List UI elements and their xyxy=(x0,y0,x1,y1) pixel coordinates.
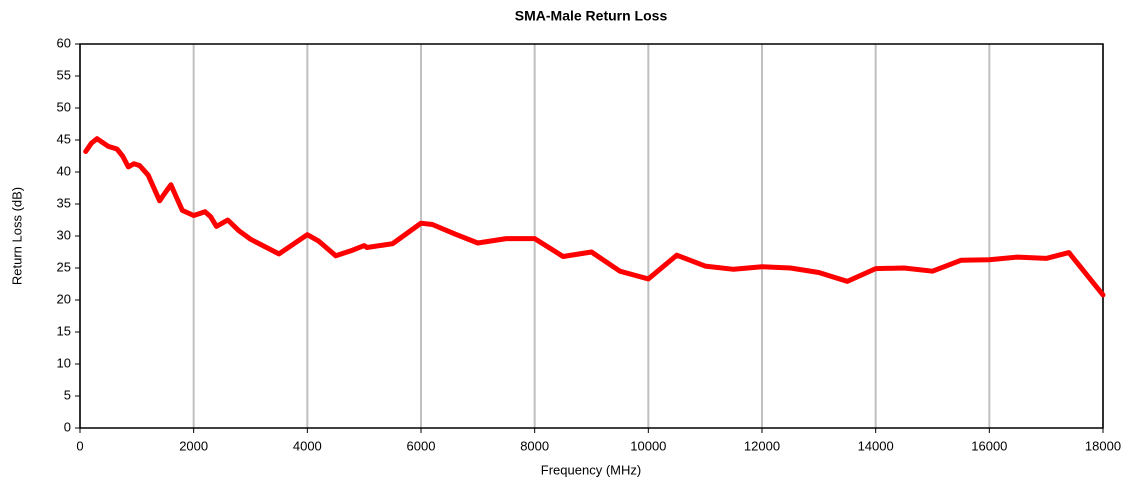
line-series xyxy=(83,136,1106,298)
y-tick-label: 30 xyxy=(57,227,71,242)
y-tick-label: 45 xyxy=(57,131,71,146)
x-tick-label: 0 xyxy=(76,438,83,453)
y-tick-label: 15 xyxy=(57,323,71,338)
y-tick-label: 5 xyxy=(64,387,71,402)
x-tick-label: 18000 xyxy=(1085,438,1121,453)
plot-frame xyxy=(79,43,1104,429)
y-tick-label: 35 xyxy=(57,195,71,210)
x-tick-label: 10000 xyxy=(630,438,666,453)
x-tick-label: 8000 xyxy=(520,438,549,453)
x-tick-label: 12000 xyxy=(744,438,780,453)
x-tick-label: 6000 xyxy=(407,438,436,453)
x-axis-label: Frequency (MHz) xyxy=(541,462,641,477)
y-tick-label: 50 xyxy=(57,99,71,114)
x-tick-label: 4000 xyxy=(293,438,322,453)
x-tick-label: 14000 xyxy=(858,438,894,453)
y-tick-label: 20 xyxy=(57,291,71,306)
chart-title: SMA-Male Return Loss xyxy=(515,8,668,24)
y-tick-label: 55 xyxy=(57,67,71,82)
y-axis-label: Return Loss (dB) xyxy=(9,187,24,285)
y-tick-label: 25 xyxy=(57,259,71,274)
y-tick-label: 40 xyxy=(57,163,71,178)
x-tick-label: 2000 xyxy=(179,438,208,453)
y-tick-label: 60 xyxy=(57,35,71,50)
x-tick-label: 16000 xyxy=(971,438,1007,453)
y-tick-label: 10 xyxy=(57,355,71,370)
y-tick-label: 0 xyxy=(64,419,71,434)
